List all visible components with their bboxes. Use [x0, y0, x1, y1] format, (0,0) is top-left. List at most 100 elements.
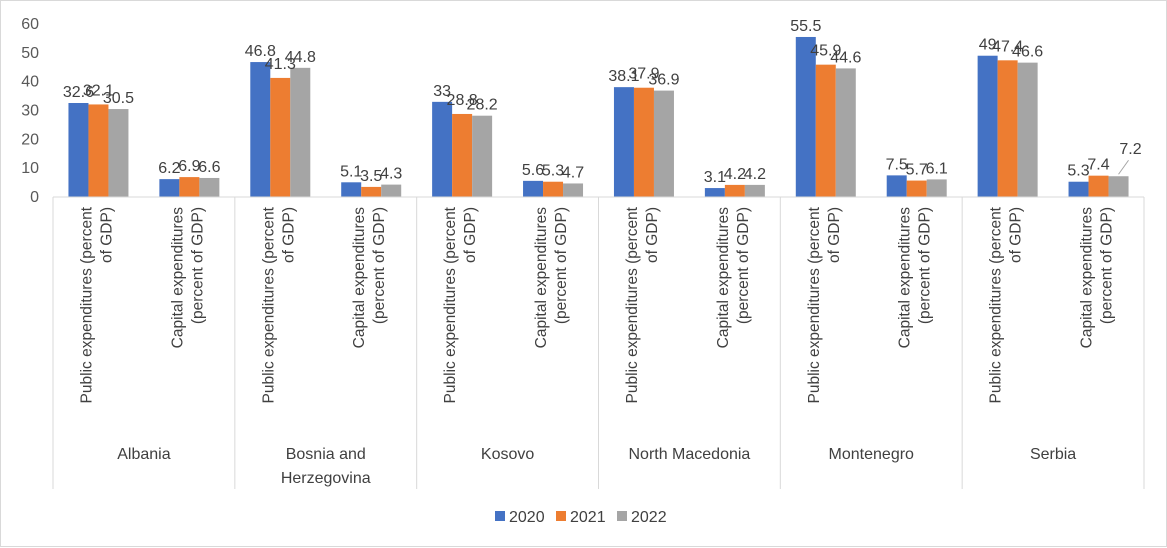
bar: [250, 62, 271, 198]
bar: [452, 113, 473, 197]
data-label: 3.5: [360, 168, 382, 185]
bars: [68, 36, 1129, 198]
y-tick-label: 40: [21, 74, 39, 91]
category-label: (percent of GDP): [371, 207, 388, 324]
bar: [997, 60, 1018, 197]
bar: [432, 101, 453, 197]
bar: [633, 87, 654, 197]
data-label: 38.1: [608, 68, 639, 85]
bar: [88, 104, 109, 197]
category-label: Public expenditures (percent: [260, 206, 277, 403]
data-label: 45.9: [810, 43, 841, 60]
y-tick-label: 30: [21, 103, 39, 120]
bar: [795, 36, 816, 197]
category-label: of GDP): [280, 207, 297, 263]
data-label: 30.5: [103, 90, 134, 107]
bar: [270, 77, 291, 197]
leader-line: [1118, 159, 1129, 175]
category-label: Capital expenditures: [897, 207, 914, 349]
y-tick-label: 20: [21, 131, 39, 148]
group-label: Montenegro: [829, 446, 914, 463]
bar: [543, 181, 564, 197]
bar: [523, 180, 544, 197]
bar: [361, 186, 382, 197]
category-label: (percent of GDP): [917, 207, 934, 324]
category-label: of GDP): [644, 207, 661, 263]
bar: [613, 87, 634, 197]
data-label: 6.6: [198, 159, 220, 176]
group-label: North Macedonia: [628, 446, 750, 463]
bar: [108, 109, 129, 197]
bar: [472, 115, 493, 197]
category-label: of GDP): [98, 207, 115, 263]
data-label: 32.1: [83, 82, 114, 99]
bar: [906, 180, 927, 197]
data-labels: 32.632.130.56.26.96.646.841.344.85.13.54…: [63, 18, 1142, 186]
data-label: 46.8: [245, 43, 276, 60]
bar: [1108, 176, 1129, 197]
bar: [199, 177, 220, 197]
data-label: 5.3: [542, 163, 564, 180]
category-label: (percent of GDP): [553, 207, 570, 324]
bar: [815, 64, 836, 197]
x-axis: Public expenditures (percent of GDP) Capit…: [52, 196, 1145, 489]
bar: [381, 184, 402, 197]
data-label: 4.7: [562, 164, 584, 181]
data-label: 5.6: [522, 162, 544, 179]
legend-label: 2022: [631, 509, 667, 526]
data-label: 7.5: [886, 156, 908, 173]
legend: 2020 2021 2022: [495, 509, 667, 526]
bar: [653, 90, 674, 197]
group-label: Serbia: [1030, 446, 1076, 463]
legend-swatch: [556, 511, 566, 521]
legend-label: 2020: [509, 509, 545, 526]
data-label: 7.4: [1087, 157, 1109, 174]
bar: [835, 68, 856, 197]
bar: [290, 67, 311, 198]
y-tick-label: 60: [21, 16, 39, 33]
bar: [724, 184, 745, 197]
bar: [744, 184, 765, 197]
category-label: (percent of GDP): [735, 207, 752, 324]
data-label: 49: [979, 37, 997, 54]
data-label: 44.8: [285, 49, 316, 66]
y-tick-label: 0: [30, 189, 39, 206]
bar: [886, 175, 907, 197]
data-label: 32.6: [63, 84, 94, 101]
data-label: 28.2: [467, 97, 498, 114]
category-label: (percent of GDP): [1099, 207, 1116, 324]
bar: [68, 103, 89, 197]
data-label: 6.2: [158, 160, 180, 177]
data-label: 47.4: [992, 38, 1023, 55]
y-tick-label: 50: [21, 45, 39, 62]
category-label: (percent of GDP): [189, 207, 206, 324]
category-label: Public expenditures (percent: [624, 206, 641, 403]
category-label: Capital expenditures: [1079, 207, 1096, 349]
category-label: of GDP): [462, 207, 479, 263]
data-label: 5.3: [1067, 163, 1089, 180]
bar: [563, 183, 584, 197]
legend-swatch: [617, 511, 627, 521]
category-label: Capital expenditures: [351, 207, 368, 349]
data-label: 4.2: [744, 166, 766, 183]
data-label: 6.1: [926, 160, 948, 177]
data-label: 4.3: [380, 166, 402, 183]
data-label: 33: [433, 83, 451, 100]
bar: [179, 177, 200, 197]
category-label: Public expenditures (percent: [442, 206, 459, 403]
data-label: 4.2: [724, 166, 746, 183]
legend-label: 2021: [570, 509, 606, 526]
data-label: 3.1: [704, 169, 726, 186]
group-label: Bosnia and: [286, 446, 366, 463]
data-label: 46.6: [1012, 44, 1043, 61]
bar: [159, 179, 180, 197]
data-label: 7.2: [1119, 141, 1141, 158]
data-label: 36.9: [648, 72, 679, 89]
category-label: Capital expenditures: [715, 207, 732, 349]
category-label: Public expenditures (percent: [988, 206, 1005, 403]
data-label: 5.1: [340, 163, 362, 180]
data-label: 6.9: [178, 158, 200, 175]
category-label: of GDP): [1008, 207, 1025, 263]
